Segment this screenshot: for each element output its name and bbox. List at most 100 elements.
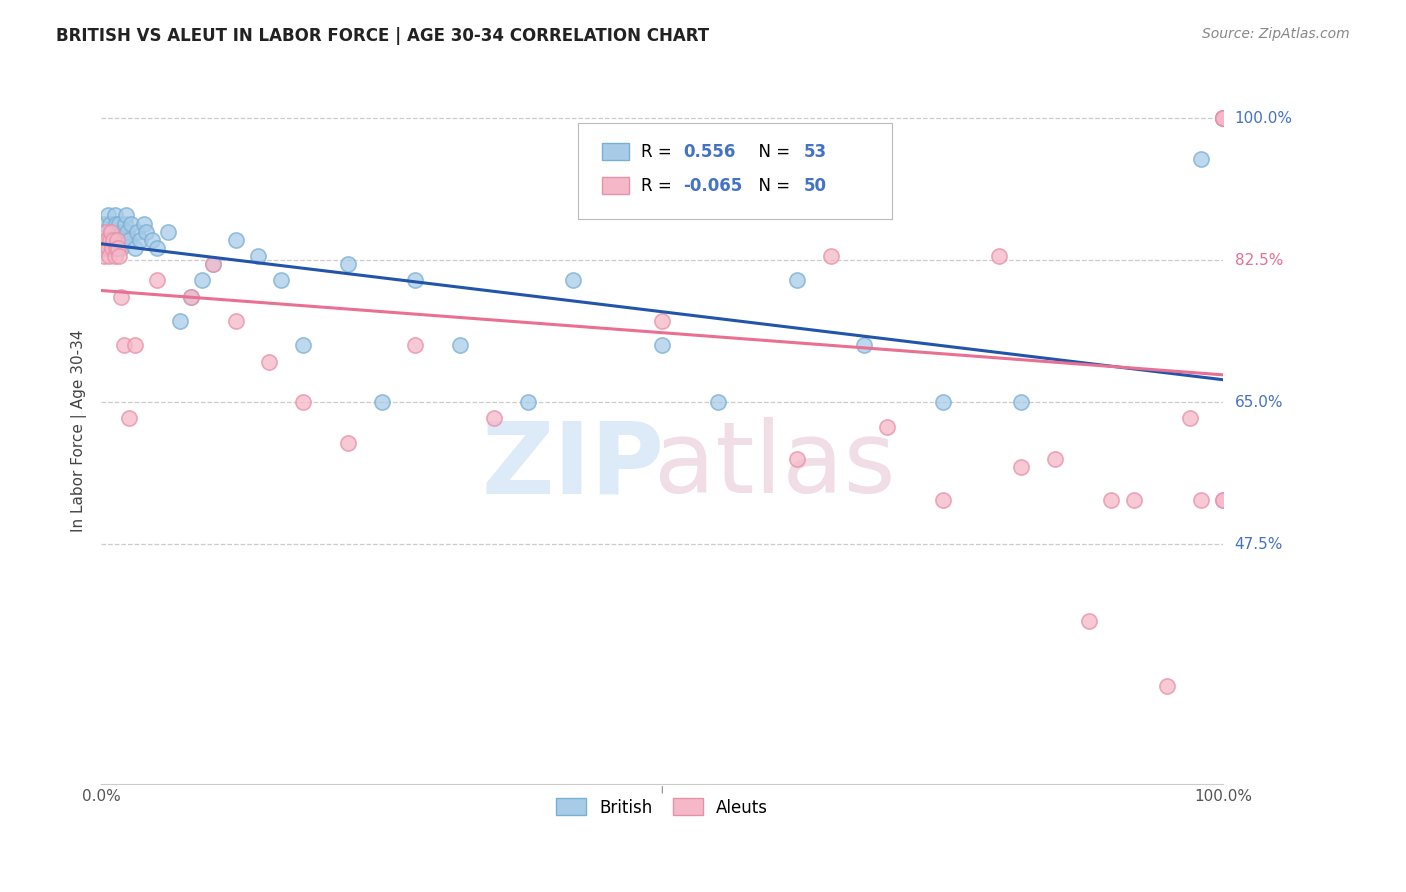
Point [270,273,292,287]
Text: 53: 53 [804,143,827,161]
Point [104,241,127,255]
Point [105,233,128,247]
Point [94,225,117,239]
Point [103,241,125,255]
Point [180,290,202,304]
Point [118,233,141,247]
Point [1212,111,1234,125]
Point [932,492,955,507]
Point [100,225,122,239]
Point [93,249,115,263]
Point [1122,492,1144,507]
Point [124,338,146,352]
Point [820,249,842,263]
Point [112,338,135,352]
FancyBboxPatch shape [602,177,628,194]
Text: 50: 50 [804,177,827,194]
Point [104,209,127,223]
Text: R =: R = [641,177,676,194]
FancyBboxPatch shape [602,143,628,160]
Point [105,233,128,247]
Point [93,217,115,231]
Point [292,338,315,352]
Point [1212,492,1234,507]
Point [1212,492,1234,507]
Point [135,225,157,239]
Point [225,314,247,328]
Point [114,209,136,223]
FancyBboxPatch shape [578,123,893,219]
Point [202,257,225,271]
Point [404,338,426,352]
Point [876,419,898,434]
Point [114,217,136,231]
Text: BRITISH VS ALEUT IN LABOR FORCE | AGE 30-34 CORRELATION CHART: BRITISH VS ALEUT IN LABOR FORCE | AGE 30… [56,27,710,45]
Text: N =: N = [748,177,794,194]
Point [98,249,121,263]
Point [707,395,730,409]
Point [516,395,538,409]
Point [404,273,426,287]
Text: 65.0%: 65.0% [1234,394,1284,409]
Legend: British, Aleuts: British, Aleuts [548,790,776,825]
Text: 100.0%: 100.0% [1234,111,1292,126]
Text: 47.5%: 47.5% [1234,537,1282,552]
Point [108,249,131,263]
Point [1043,452,1066,467]
Point [146,273,169,287]
Point [1156,679,1178,693]
Point [96,241,118,255]
Point [292,395,315,409]
Point [169,314,191,328]
Point [93,241,115,255]
Point [1212,111,1234,125]
Point [449,338,471,352]
Point [97,209,120,223]
Point [146,241,169,255]
Point [651,314,673,328]
Point [129,233,152,247]
Point [112,233,135,247]
Point [132,217,155,231]
Text: -0.065: -0.065 [683,177,742,194]
Point [104,249,127,263]
Point [1010,395,1032,409]
Text: Source: ZipAtlas.com: Source: ZipAtlas.com [1202,27,1350,41]
Point [103,233,125,247]
Text: 82.5%: 82.5% [1234,252,1282,268]
Point [259,354,281,368]
Point [110,241,132,255]
Point [370,395,392,409]
Y-axis label: In Labor Force | Age 30-34: In Labor Force | Age 30-34 [72,329,87,532]
Text: N =: N = [748,143,794,161]
Point [120,217,142,231]
Text: R =: R = [641,143,676,161]
Point [108,217,131,231]
Point [1099,492,1122,507]
Point [141,233,163,247]
Point [932,395,955,409]
Point [247,249,270,263]
Point [125,225,148,239]
Point [96,233,118,247]
Text: ZIP: ZIP [481,417,664,515]
Point [101,241,124,255]
Point [786,273,808,287]
Point [124,241,146,255]
Point [786,452,808,467]
Point [180,290,202,304]
Point [98,233,121,247]
Point [108,233,131,247]
Point [1010,460,1032,475]
Point [1212,111,1234,125]
Point [651,338,673,352]
Point [1212,111,1234,125]
Point [110,290,132,304]
Point [98,233,121,247]
Point [1178,411,1201,425]
Point [93,225,115,239]
Point [191,273,214,287]
Point [853,338,876,352]
Point [157,225,180,239]
Point [104,217,127,231]
